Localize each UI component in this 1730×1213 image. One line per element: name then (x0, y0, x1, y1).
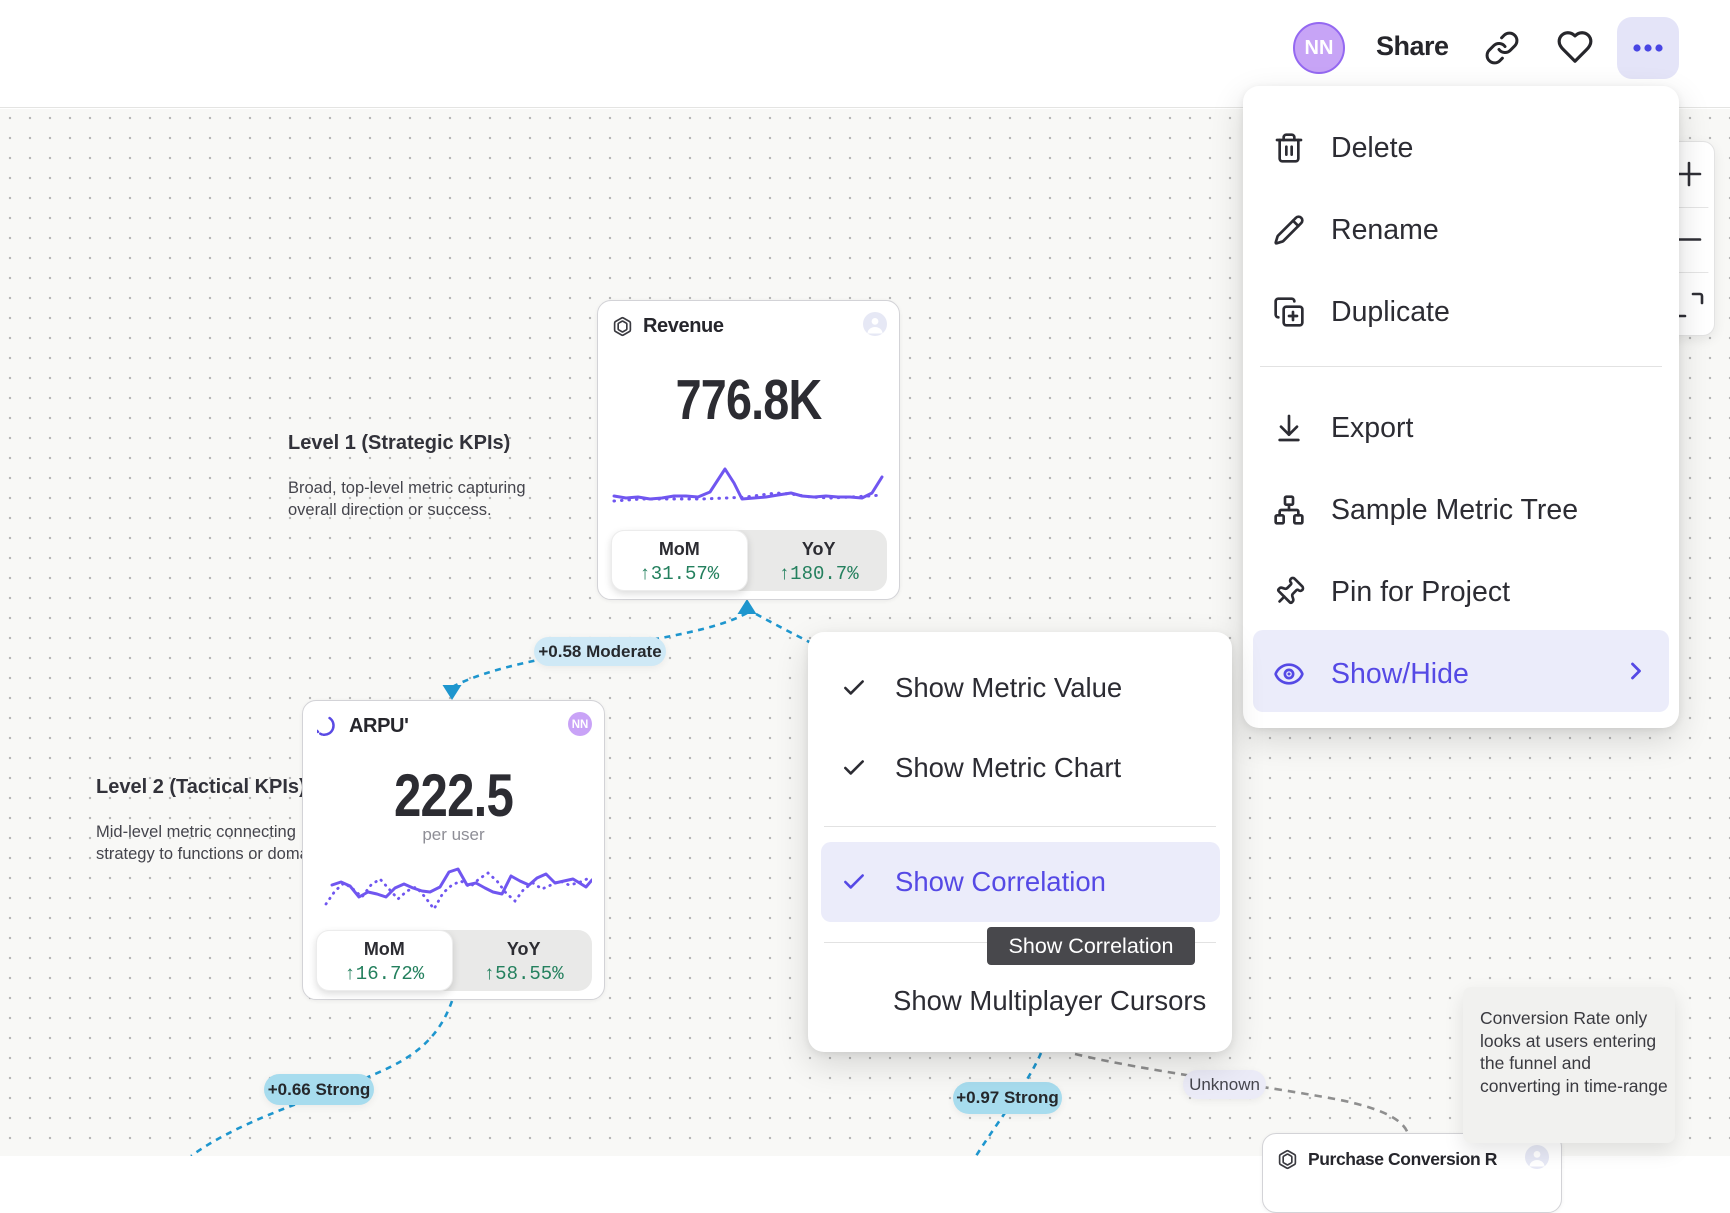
svg-text:NN: NN (572, 719, 589, 731)
